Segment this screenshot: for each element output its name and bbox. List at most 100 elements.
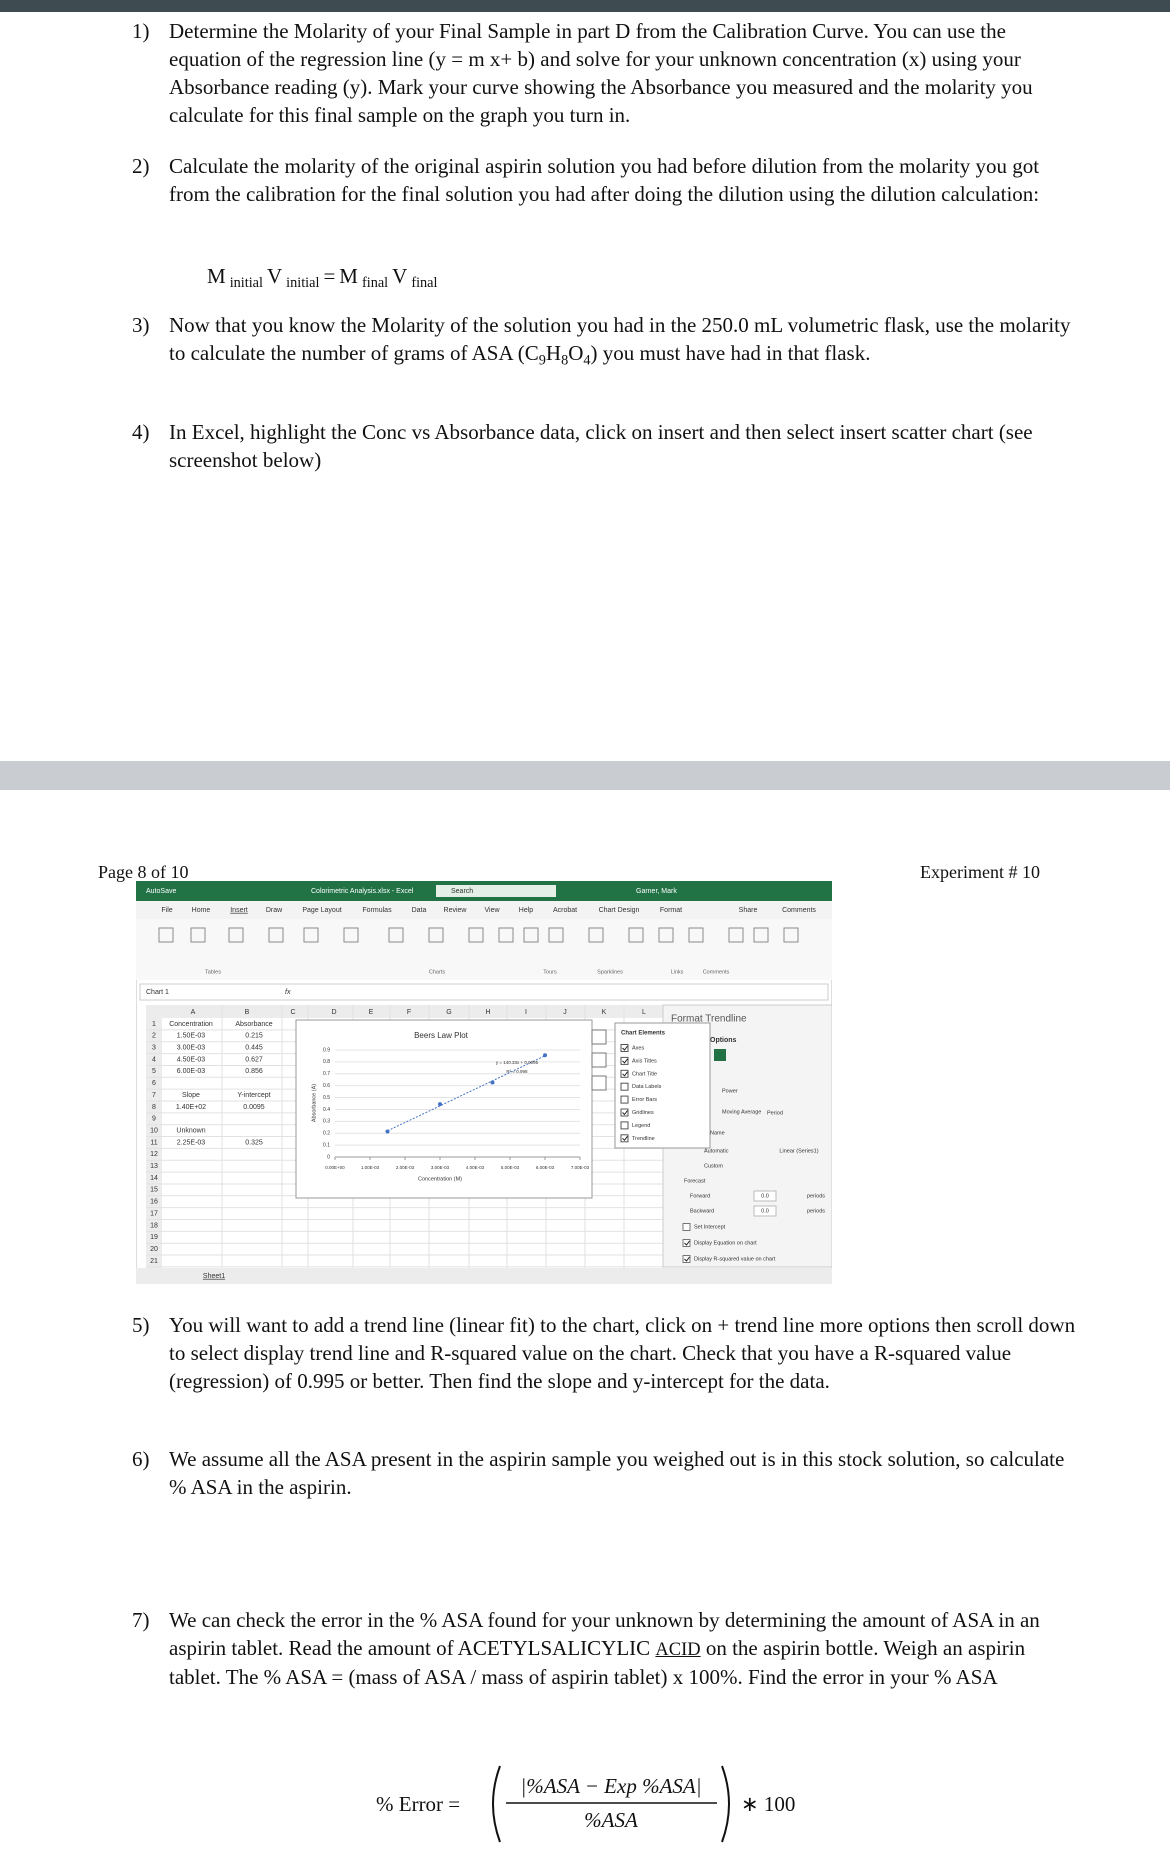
- ribbon-tab: Home: [192, 907, 211, 914]
- y-tick-label: 0.6: [323, 1083, 330, 1089]
- checkbox: [682, 1223, 691, 1231]
- search: Search: [451, 888, 473, 895]
- equation-part: final: [411, 275, 438, 292]
- checkbox: [620, 1095, 629, 1104]
- checkbox: [620, 1056, 629, 1065]
- ribbon-icon: [268, 927, 284, 943]
- ribbon-tab: Review: [444, 907, 468, 914]
- ribbon-group-label: Tours: [543, 969, 557, 975]
- ribbon-icon: [158, 927, 174, 943]
- pane-label: Display Equation on chart: [694, 1240, 757, 1246]
- sheet-tab: Sheet1: [203, 1273, 225, 1280]
- cell: 0.627: [245, 1056, 263, 1063]
- chart-button: [591, 1052, 607, 1068]
- trendline-equation: y = 140.33x + 0.0095: [496, 1060, 539, 1065]
- row-number: 4: [152, 1056, 156, 1063]
- y-tick-label: 0.3: [323, 1119, 330, 1125]
- y-tick-label: 0: [327, 1154, 330, 1160]
- text-run: O: [568, 341, 584, 365]
- item-number: 1): [132, 19, 150, 43]
- cell: 4.50E-03: [177, 1056, 206, 1063]
- row-number: 3: [152, 1045, 156, 1052]
- pane-label: Display R-squared value on chart: [694, 1256, 776, 1262]
- chart-title: Beers Law Plot: [414, 1031, 469, 1040]
- equation-part: V: [266, 264, 283, 288]
- ribbon-icon: [190, 927, 206, 943]
- x-axis-label: Concentration (M): [418, 1176, 462, 1182]
- text-run: Determine the Molarity of your Final Sam…: [169, 19, 1033, 127]
- list-item: 5) You will want to add a trend line (lin…: [132, 1311, 1077, 1395]
- column-header: [146, 1005, 686, 1018]
- x-tick-label: 6.00E-03: [536, 1165, 555, 1170]
- column-letter: H: [485, 1009, 490, 1016]
- row-number: 11: [150, 1139, 157, 1146]
- error-lhs: % Error =: [376, 1792, 461, 1816]
- ribbon-icon: [658, 927, 674, 943]
- item-text: Calculate the molarity of the original a…: [169, 152, 1077, 208]
- pane-label: periods: [807, 1193, 825, 1199]
- element-label: Data Labels: [632, 1084, 662, 1090]
- ribbon: [136, 919, 832, 980]
- item-text: Now that you know the Molarity of the so…: [169, 311, 1077, 367]
- text-run: We can check the error in the % ASA foun…: [169, 1608, 1040, 1660]
- item-text: We assume all the ASA present in the asp…: [169, 1445, 1077, 1501]
- checkbox: [620, 1044, 629, 1052]
- pane-title: Format Trendline: [671, 1014, 747, 1025]
- page-gap: [0, 761, 1170, 790]
- paren: [492, 1765, 501, 1843]
- equation-part: final: [361, 275, 389, 292]
- ribbon-group-label: Sparklines: [597, 969, 623, 975]
- checkbox: [620, 1082, 629, 1091]
- ribbon-tab: Chart Design: [599, 907, 640, 914]
- checkbox: [682, 1255, 691, 1263]
- row-number: 16: [150, 1199, 158, 1206]
- checkbox: [620, 1108, 629, 1117]
- x-tick-label: 4.00E-03: [466, 1165, 485, 1170]
- pane-label: Custom: [704, 1163, 723, 1169]
- cell: Unknown: [176, 1127, 205, 1134]
- column-letter: J: [563, 1009, 567, 1016]
- element-label: Legend: [632, 1123, 650, 1129]
- pane-label: periods: [807, 1208, 825, 1214]
- data-point: [543, 1053, 547, 1058]
- ribbon-group-label: Tables: [205, 969, 221, 975]
- trendline: [387, 1055, 546, 1132]
- element-label: Axes: [632, 1045, 644, 1051]
- row-number: 5: [152, 1068, 156, 1075]
- row-number: 10: [150, 1127, 158, 1134]
- checkbox: [620, 1134, 629, 1143]
- item-number: 3): [132, 313, 150, 337]
- column-letter: F: [407, 1009, 411, 1016]
- row-number: 14: [150, 1175, 158, 1182]
- ribbon-tab: Page Layout: [302, 907, 341, 914]
- x-tick-label: 5.00E-03: [501, 1165, 520, 1170]
- item-number: 2): [132, 154, 150, 178]
- ribbon-tab: Format: [660, 907, 682, 914]
- checkbox: [620, 1069, 629, 1078]
- options-icon: [714, 1049, 726, 1061]
- text-run: 8: [561, 352, 569, 369]
- list-item: 7) We can check the error in the % ASA fo…: [132, 1606, 1077, 1691]
- ribbon-tab: Draw: [266, 907, 283, 914]
- row-number: 1: [152, 1021, 156, 1028]
- pane-label: 0.0: [761, 1193, 769, 1199]
- text-run: Calculate the molarity of the original a…: [169, 154, 1040, 206]
- list-item: 1) Determine the Molarity of your Final S…: [132, 17, 1077, 129]
- equation-part: initial: [286, 275, 320, 292]
- y-tick-label: 0.9: [323, 1047, 330, 1053]
- y-tick-label: 0.8: [323, 1059, 330, 1065]
- equation-part: initial: [229, 275, 263, 292]
- file-name: Colorimetric Analysis.xlsx - Excel: [311, 888, 414, 895]
- tab-row: [136, 901, 832, 919]
- x-tick-label: 0.00E+00: [325, 1165, 345, 1170]
- item-number: 7): [132, 1608, 150, 1632]
- ribbon-icon: [468, 927, 484, 943]
- cell: 0.856: [245, 1068, 263, 1075]
- chart-button: [591, 1075, 607, 1091]
- y-axis-label: Absorbance (A): [311, 1084, 317, 1122]
- ribbon-tab: Acrobat: [553, 907, 577, 914]
- data-point: [490, 1080, 495, 1085]
- equation-part: =: [323, 264, 336, 288]
- ribbon-icon: [523, 927, 539, 943]
- text-run: on the aspirin bottle. Weigh an aspirin …: [169, 1636, 1026, 1689]
